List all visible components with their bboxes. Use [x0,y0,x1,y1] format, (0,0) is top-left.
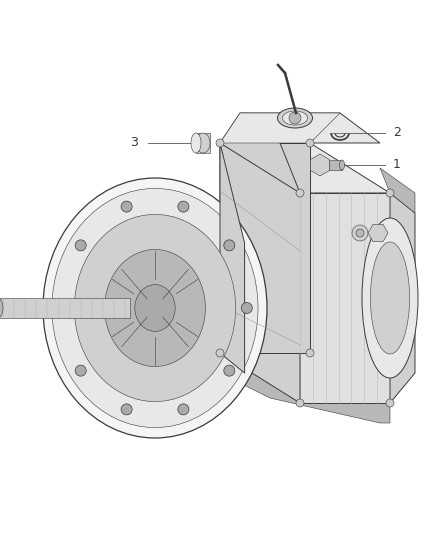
Polygon shape [220,143,390,193]
Circle shape [386,399,394,407]
Circle shape [178,201,189,212]
Ellipse shape [74,214,236,401]
Ellipse shape [283,111,307,125]
Circle shape [296,189,304,197]
Circle shape [356,229,364,237]
Polygon shape [329,160,342,170]
Circle shape [216,349,224,357]
Circle shape [306,139,314,147]
Ellipse shape [196,133,210,153]
Circle shape [224,240,235,251]
Polygon shape [220,143,300,403]
Circle shape [224,365,235,376]
Ellipse shape [43,178,267,438]
Ellipse shape [52,188,258,427]
Circle shape [121,404,132,415]
Circle shape [289,112,301,124]
Circle shape [296,399,304,407]
Circle shape [58,303,69,313]
Circle shape [75,365,86,376]
Polygon shape [220,113,300,193]
Polygon shape [220,113,340,143]
Text: 1: 1 [393,158,401,172]
Polygon shape [0,298,131,318]
Text: 3: 3 [130,136,138,149]
Polygon shape [196,133,210,153]
Circle shape [178,404,189,415]
Circle shape [352,225,368,241]
Polygon shape [390,193,415,403]
Ellipse shape [371,242,410,354]
Polygon shape [380,168,415,213]
Circle shape [241,303,252,313]
Circle shape [386,189,394,197]
Ellipse shape [191,133,201,153]
Polygon shape [240,113,380,143]
Circle shape [75,240,86,251]
Circle shape [121,201,132,212]
Polygon shape [300,193,390,403]
Text: 2: 2 [393,126,401,140]
Polygon shape [220,143,244,373]
Ellipse shape [0,298,3,318]
Circle shape [306,349,314,357]
Ellipse shape [278,108,312,128]
Ellipse shape [362,218,418,378]
Ellipse shape [105,249,205,367]
Polygon shape [220,143,310,353]
Ellipse shape [339,160,345,170]
Polygon shape [220,353,390,403]
Polygon shape [220,353,390,423]
Circle shape [216,139,224,147]
Ellipse shape [135,285,175,332]
